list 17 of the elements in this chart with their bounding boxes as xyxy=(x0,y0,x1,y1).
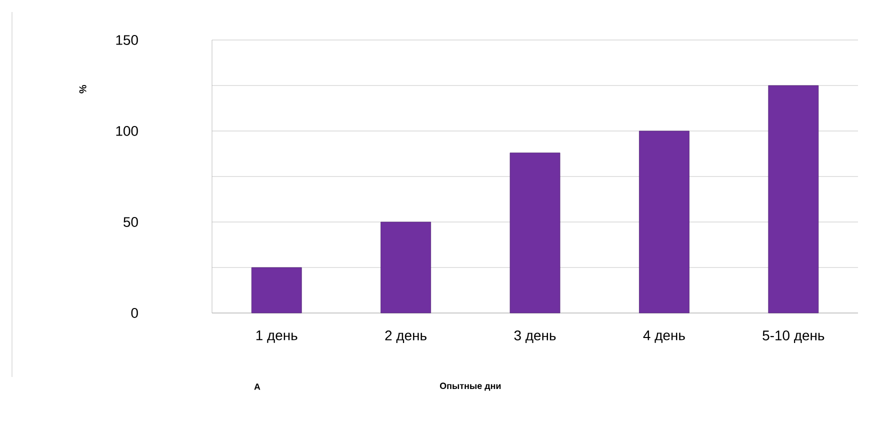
y-tick-label: 50 xyxy=(124,217,138,227)
y-tick-label: 150 xyxy=(116,35,138,45)
bar xyxy=(510,152,560,314)
x-tick-label: 1 день xyxy=(256,330,298,343)
x-axis-title: Опытные дни xyxy=(440,382,501,391)
y-tick-label: 100 xyxy=(116,126,138,136)
y-tick-label: 0 xyxy=(131,308,138,318)
bar xyxy=(639,130,690,314)
bar xyxy=(380,222,432,314)
y-axis-title: % xyxy=(79,84,86,94)
x-tick-label: 5-10 день xyxy=(762,330,824,344)
bar xyxy=(251,267,302,314)
x-tick-label: 3 день xyxy=(514,330,556,344)
bar xyxy=(768,85,819,314)
x-tick-label: 2 день xyxy=(385,330,426,344)
text: А xyxy=(254,384,260,390)
x-tick-label: 4 день xyxy=(643,330,685,343)
